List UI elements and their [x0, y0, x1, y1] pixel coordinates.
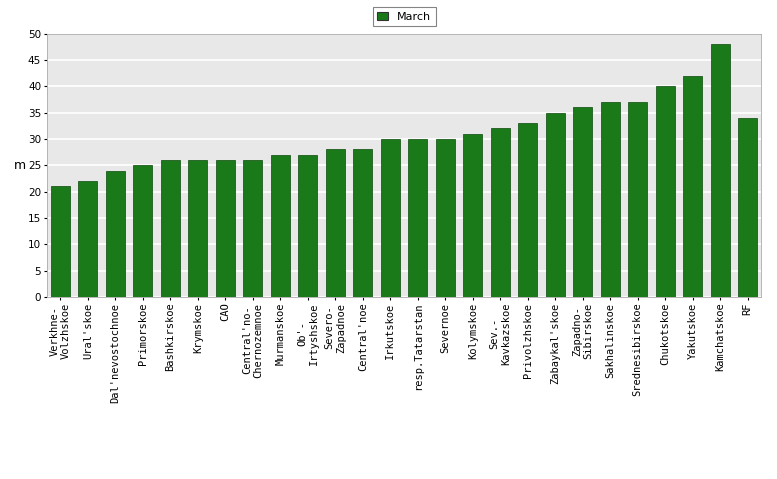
Bar	[161, 160, 180, 297]
Bar	[354, 149, 372, 297]
Bar	[188, 160, 207, 297]
Bar	[656, 86, 675, 297]
Bar	[243, 160, 263, 297]
Bar	[490, 128, 510, 297]
Bar	[326, 149, 345, 297]
Bar	[381, 139, 400, 297]
Bar	[711, 44, 730, 297]
Bar	[545, 113, 565, 297]
Legend: March: March	[372, 8, 436, 26]
Bar	[408, 139, 427, 297]
Y-axis label: m: m	[13, 159, 26, 172]
Bar	[78, 181, 97, 297]
Bar	[628, 102, 647, 297]
Bar	[436, 139, 455, 297]
Bar	[298, 155, 318, 297]
Bar	[463, 134, 483, 297]
Bar	[216, 160, 235, 297]
Bar	[270, 155, 290, 297]
Bar	[601, 102, 620, 297]
Bar	[518, 123, 538, 297]
Bar	[51, 186, 70, 297]
Bar	[573, 107, 592, 297]
Bar	[133, 165, 152, 297]
Bar	[106, 171, 125, 297]
Bar	[683, 76, 702, 297]
Bar	[738, 118, 758, 297]
